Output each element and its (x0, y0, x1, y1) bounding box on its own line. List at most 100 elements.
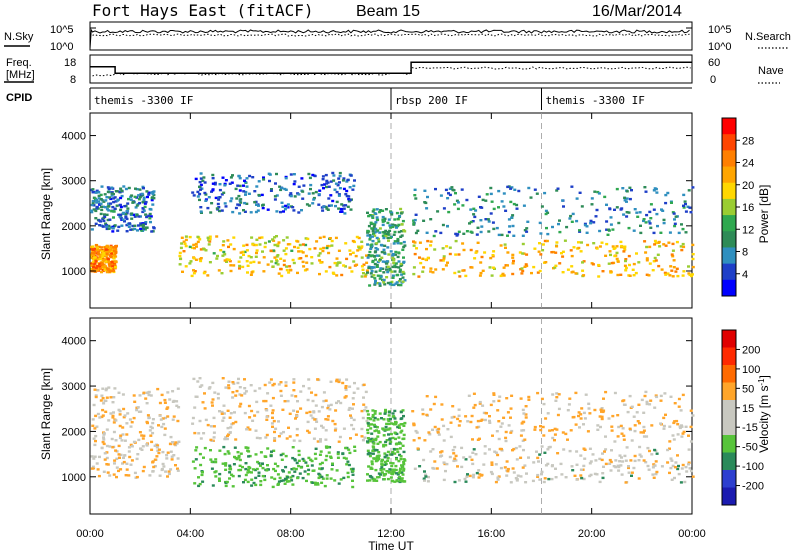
velocity-colorbar-label-end: ] (757, 375, 771, 378)
velocity-point (682, 430, 686, 434)
power-point (285, 268, 289, 272)
velocity-point (225, 437, 229, 441)
power-point (335, 274, 339, 277)
power-point (399, 212, 403, 215)
power-point (383, 283, 387, 286)
power-point (323, 183, 326, 186)
velocity-point (118, 456, 121, 459)
velocity-point (246, 426, 250, 429)
power-point (297, 211, 301, 214)
velocity-point (304, 461, 308, 464)
velocity-point (239, 468, 243, 472)
power-point (279, 257, 283, 260)
power-point (403, 244, 407, 247)
velocity-point (231, 485, 235, 488)
power-point (481, 198, 485, 202)
velocity-point (587, 407, 591, 410)
power-point (317, 254, 321, 257)
velocity-point (234, 420, 238, 424)
velocity-point (553, 433, 557, 436)
velocity-point (339, 478, 343, 481)
power-point (396, 239, 400, 242)
power-point (105, 227, 109, 231)
velocity-point (593, 472, 597, 476)
velocity-point (303, 470, 307, 473)
power-point (688, 206, 692, 209)
velocity-point (388, 453, 392, 456)
power-point (619, 240, 623, 244)
power-point (271, 265, 275, 268)
power-point (202, 271, 206, 275)
velocity-point (374, 468, 378, 472)
velocity-point (476, 438, 480, 441)
power-point (321, 175, 325, 178)
power-point (667, 241, 671, 244)
velocity-point (564, 476, 568, 479)
velocity-point (214, 460, 218, 464)
power-point (555, 189, 559, 192)
power-point (151, 192, 155, 196)
power-point (199, 183, 203, 187)
velocity-point (90, 467, 94, 470)
power-point (635, 211, 639, 214)
velocity-point (610, 449, 613, 452)
velocity-point (539, 428, 543, 432)
power-point (147, 191, 151, 194)
velocity-point (554, 467, 557, 470)
power-point (398, 215, 402, 218)
velocity-point (276, 483, 280, 486)
power-point (557, 222, 560, 226)
power-point (392, 233, 396, 236)
power-point (109, 202, 113, 205)
power-point (372, 266, 376, 269)
velocity-point (101, 414, 105, 417)
power-point (419, 261, 423, 265)
velocity-point (571, 469, 575, 472)
power-point (456, 201, 460, 204)
velocity-point (94, 394, 98, 397)
velocity-point (272, 419, 276, 423)
velocity-point (353, 449, 357, 452)
power-point (613, 208, 616, 211)
power-point (691, 273, 694, 276)
power-point (623, 196, 627, 199)
velocity-point (356, 387, 360, 390)
power-point (284, 188, 288, 191)
power-point (292, 209, 296, 212)
y-tick-label-2: 2000 (62, 426, 86, 438)
power-point (372, 222, 376, 226)
power-point (606, 233, 610, 236)
power-point (502, 274, 506, 277)
power-point (338, 187, 342, 190)
velocity-point (382, 418, 386, 421)
velocity-point (376, 435, 380, 438)
power-point (538, 269, 542, 273)
velocity-point (243, 378, 246, 381)
power-point (125, 217, 129, 221)
power-point (104, 199, 108, 202)
power-point (571, 212, 575, 216)
power-point (371, 216, 375, 219)
velocity-point (114, 419, 118, 422)
power-point (293, 245, 296, 249)
velocity-point (104, 410, 108, 413)
velocity-point (203, 407, 207, 410)
velocity-point (518, 445, 522, 448)
velocity-point (149, 394, 153, 397)
velocity-colorbar-tick-label: -50 (742, 442, 758, 454)
power-point (100, 263, 104, 266)
power-point (527, 186, 531, 190)
velocity-point (617, 469, 621, 472)
velocity-point (168, 442, 172, 446)
power-point (100, 270, 103, 274)
velocity-point (271, 396, 275, 400)
power-point (254, 255, 258, 258)
power-point (224, 179, 228, 182)
power-point (284, 204, 288, 208)
velocity-point (371, 477, 375, 480)
velocity-point (289, 476, 293, 479)
velocity-colorbar-label: Velocity [m s-1] (757, 375, 771, 453)
velocity-point (313, 427, 317, 430)
velocity-point (344, 457, 348, 460)
velocity-point (523, 464, 527, 467)
